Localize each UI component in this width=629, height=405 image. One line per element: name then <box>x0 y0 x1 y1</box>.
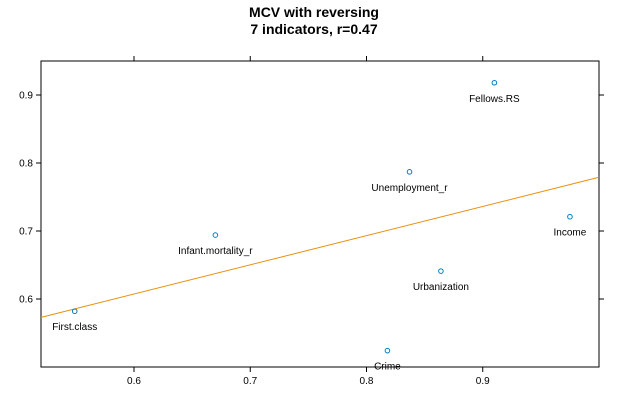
point-label: Fellows.RS <box>469 94 520 105</box>
point-label: Unemployment_r <box>371 183 448 194</box>
data-point <box>406 169 413 175</box>
regression-line <box>40 176 600 318</box>
x-tick-label: 0.7 <box>243 376 257 387</box>
chart-subtitle: 7 indicators, r=0.47 <box>250 21 377 37</box>
x-tick-label: 0.8 <box>360 376 374 387</box>
point-label: Urbanization <box>413 282 469 293</box>
y-tick-label: 0.8 <box>19 159 33 170</box>
point-label: Crime <box>374 362 401 373</box>
y-tick-label: 0.7 <box>19 227 33 238</box>
point-label: First.class <box>52 322 97 333</box>
x-tick-label: 0.9 <box>476 376 490 387</box>
plot-frame <box>40 60 600 368</box>
point-label: Income <box>554 228 587 239</box>
chart-title: MCV with reversing <box>249 4 379 20</box>
data-point <box>567 213 573 220</box>
y-tick-label: 0.9 <box>19 91 33 102</box>
x-tick-label: 0.6 <box>127 376 141 387</box>
data-point <box>438 268 444 274</box>
data-point <box>71 308 78 315</box>
point-label: Infant.mortality_r <box>178 246 253 257</box>
data-point <box>212 232 219 238</box>
y-tick-label: 0.6 <box>19 295 33 306</box>
data-point <box>384 347 391 354</box>
data-point <box>491 79 498 86</box>
